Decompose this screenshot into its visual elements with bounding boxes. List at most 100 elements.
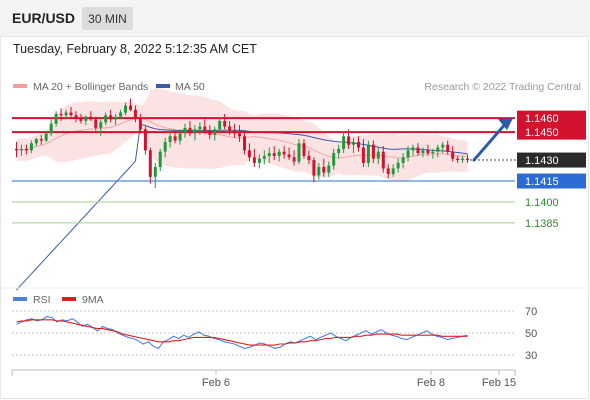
candle-body [347,136,351,145]
candle-body [49,123,53,134]
candle-body [203,126,207,131]
timeframe-button[interactable]: 30 MIN [82,7,133,30]
candle-body [396,162,400,169]
candle-body [436,147,440,152]
level-label-1.1450: 1.1450 [525,127,559,139]
candle-body [109,115,113,120]
datetime-label: Tuesday, February 8, 2022 5:12:35 AM CET [13,42,257,56]
candle-body [153,167,157,177]
candle-body [361,147,365,163]
ma50-line [16,124,468,291]
level-label-box-1.1430 [517,152,586,168]
candle-body [391,168,395,174]
candle-body [446,144,450,152]
candle-body [138,118,142,130]
candle-body [357,141,360,148]
candle-body [228,126,232,131]
candle-body [312,160,316,176]
header-bar: EUR/USD 30 MIN [0,0,590,36]
ma20-line [16,117,468,159]
candle-body [317,167,321,176]
candle-body [252,157,256,163]
candle-body [99,122,103,128]
candle-body [213,129,217,135]
candle-body [173,136,177,141]
candle-body [282,151,286,155]
candle-body [114,116,118,120]
candle-body [327,165,331,173]
candle-body [411,147,415,151]
candle-body [406,150,410,158]
candle-body [287,154,291,158]
candle-body [238,133,241,137]
candle-body [183,127,187,134]
candle-body [441,144,445,148]
level-label-box-1.1460 [517,110,586,126]
candle-body [332,153,336,166]
candle-body [466,158,469,161]
candle-body [198,126,202,130]
x-tick-label: Feb 8 [417,377,445,389]
level-label-1.1415: 1.1415 [525,176,559,188]
legend-swatch-ma50 [156,84,170,88]
candle-body [104,115,108,123]
candle-body [193,129,197,134]
rsi-tick-label-70: 70 [525,306,537,318]
candle-body [148,150,152,177]
candle-body [34,139,38,144]
candle-body [188,127,192,134]
candle-body [431,151,435,154]
candle-body [416,147,420,154]
candle-body [54,113,58,124]
candle-body [24,148,28,151]
level-label-1.1430: 1.1430 [525,155,559,167]
candle-body [337,148,341,154]
candle-body [267,153,271,156]
projection-arrow-shaft [472,121,508,162]
legend-label-bollinger: MA 20 + Bollinger Bands [33,81,148,93]
copyright-label: Research © 2022 Trading Central [424,81,581,93]
candle-body [74,115,78,119]
candle-body [89,116,93,120]
candle-body [29,143,33,151]
candle-body [342,136,346,149]
candle-body [381,151,385,169]
candle-body [79,118,83,121]
candle-body [124,105,127,113]
candle-body [371,144,375,159]
rsi-tick-label-50: 50 [525,328,537,340]
candle-body [69,112,73,116]
candle-body [158,151,162,168]
bollinger-band-fill [16,88,468,181]
candle-body [421,150,425,154]
candle-body [262,155,266,159]
candle-body [257,158,261,163]
candle-body [243,136,246,151]
symbol-title: EUR/USD [12,10,76,26]
level-label-1.1400: 1.1400 [525,197,559,209]
legend-swatch-bollinger [13,84,27,88]
level-label-1.1385: 1.1385 [525,218,559,230]
candle-body [133,109,137,119]
candle-body [44,133,48,141]
rsi-series-9ma [16,319,468,346]
candle-body [401,157,405,163]
level-label-box-1.1415 [517,173,586,189]
candle-body [39,139,43,141]
level-label-box-1.1450 [517,124,586,140]
candle-body [277,151,281,156]
candle-body [302,143,306,156]
candle-body [376,151,380,159]
candle-body [233,130,237,134]
candle-body [451,151,455,159]
candle-body [426,150,430,154]
candle-body [163,141,167,152]
candle-body [322,167,326,173]
candle-body [208,130,212,135]
candle-body [15,148,18,151]
candle-body [292,157,296,162]
candle-body [247,150,251,158]
candle-body [352,141,355,145]
candle-body [94,119,98,128]
